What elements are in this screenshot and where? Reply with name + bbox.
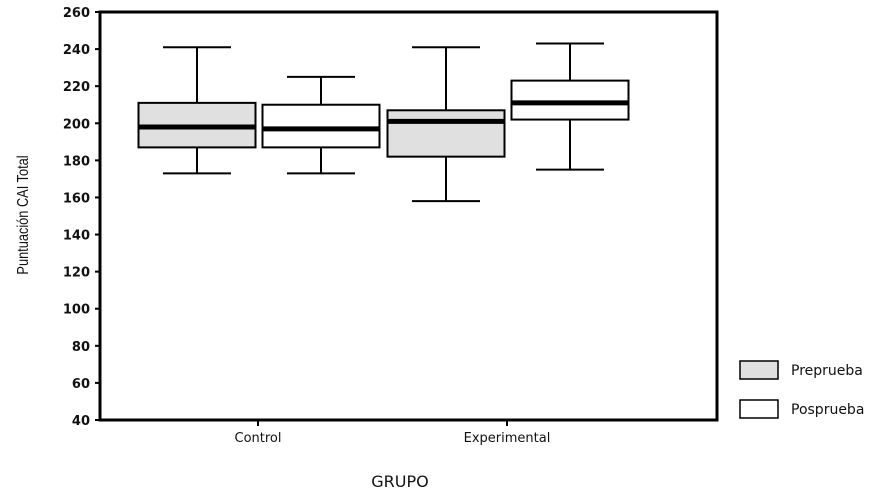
- box-posprueba-control: [261, 75, 381, 175]
- box-iqr: [261, 103, 381, 149]
- boxes: [137, 42, 630, 203]
- y-ticks: 40 60 80 100 120 140 160 180 200 220 240 260: [63, 6, 100, 429]
- y-tick-label: 100: [63, 303, 90, 318]
- box-preprueba-control: [137, 46, 257, 175]
- x-tick-label: Experimental: [464, 431, 551, 446]
- legend-item-posprueba: Posprueba: [739, 399, 864, 419]
- plot-frame: [98, 10, 719, 422]
- legend-swatch: [739, 399, 779, 419]
- legend-label: Posprueba: [791, 402, 864, 418]
- y-tick-label: 160: [63, 191, 90, 206]
- box-iqr: [510, 79, 630, 121]
- y-tick-label: 60: [72, 377, 90, 392]
- x-axis-label: GRUPO: [371, 472, 428, 491]
- legend: Preprueba Posprueba: [739, 360, 864, 419]
- y-tick-label: 40: [72, 414, 90, 429]
- y-tick-label: 80: [72, 340, 90, 355]
- legend-label: Preprueba: [791, 363, 863, 379]
- box-posprueba-experimental: [510, 42, 630, 171]
- x-ticks: Control Experimental: [235, 420, 551, 446]
- y-tick-label: 220: [63, 80, 90, 95]
- y-tick-label: 180: [63, 154, 90, 169]
- y-axis-label-group: Puntuación CAI Total: [15, 155, 33, 274]
- y-tick-label: 260: [63, 6, 90, 21]
- legend-item-preprueba: Preprueba: [739, 360, 863, 380]
- x-tick-label: Control: [235, 431, 282, 446]
- y-tick-label: 140: [63, 229, 90, 244]
- box-iqr: [386, 109, 506, 158]
- legend-swatch: [739, 360, 779, 380]
- box-preprueba-experimental: [386, 46, 506, 203]
- y-axis-label: Puntuación CAI Total: [15, 155, 33, 274]
- y-tick-label: 200: [63, 117, 90, 132]
- y-tick-label: 120: [63, 266, 90, 281]
- y-tick-label: 240: [63, 43, 90, 58]
